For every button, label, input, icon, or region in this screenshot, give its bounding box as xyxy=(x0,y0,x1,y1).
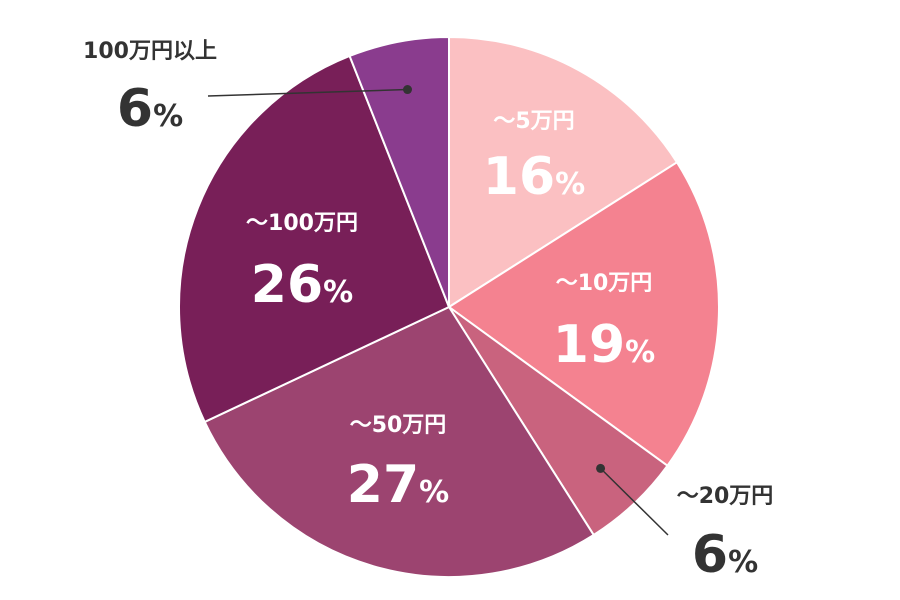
slice-label-under-500k: ～50万円 27% xyxy=(347,413,449,515)
percent-label: 16% xyxy=(483,147,585,207)
pie-slice-under-1m xyxy=(178,54,451,424)
slice-label-under-1m: ～100万円 26% xyxy=(246,211,358,315)
percent-label: 26% xyxy=(251,255,353,315)
category-label: ～100万円 xyxy=(246,211,358,236)
category-label: 100万円以上 xyxy=(83,39,217,64)
pie-slice-1m-plus xyxy=(348,35,450,308)
percent-label: 27% xyxy=(347,455,449,515)
percent-label: 6% xyxy=(692,525,758,585)
leader-lines xyxy=(207,85,669,536)
pie-slice-under-50k xyxy=(448,35,679,309)
slice-label-under-50k: ～5万円 16% xyxy=(483,109,585,207)
slice-label-under-200k: ～20万円 6% xyxy=(677,484,774,585)
leader-1m-plus-dot xyxy=(403,85,413,95)
category-label: ～50万円 xyxy=(350,413,447,438)
leader-1m-plus-line xyxy=(207,88,408,97)
slice-label-1m-plus: 100万円以上 6% xyxy=(83,39,217,139)
leader-under-200k-dot xyxy=(596,463,606,473)
pie-slice-under-100k xyxy=(447,160,720,468)
category-label: ～5万円 xyxy=(493,109,574,134)
category-label: ～20万円 xyxy=(677,484,774,509)
pie-slices xyxy=(178,35,720,578)
category-label: ～10万円 xyxy=(556,271,653,296)
slice-label-under-100k: ～10万円 19% xyxy=(553,271,655,375)
percent-label: 6% xyxy=(117,79,183,139)
leader-under-200k-line xyxy=(600,467,669,536)
percent-label: 19% xyxy=(553,315,655,375)
pie-slice-under-500k xyxy=(203,305,596,578)
